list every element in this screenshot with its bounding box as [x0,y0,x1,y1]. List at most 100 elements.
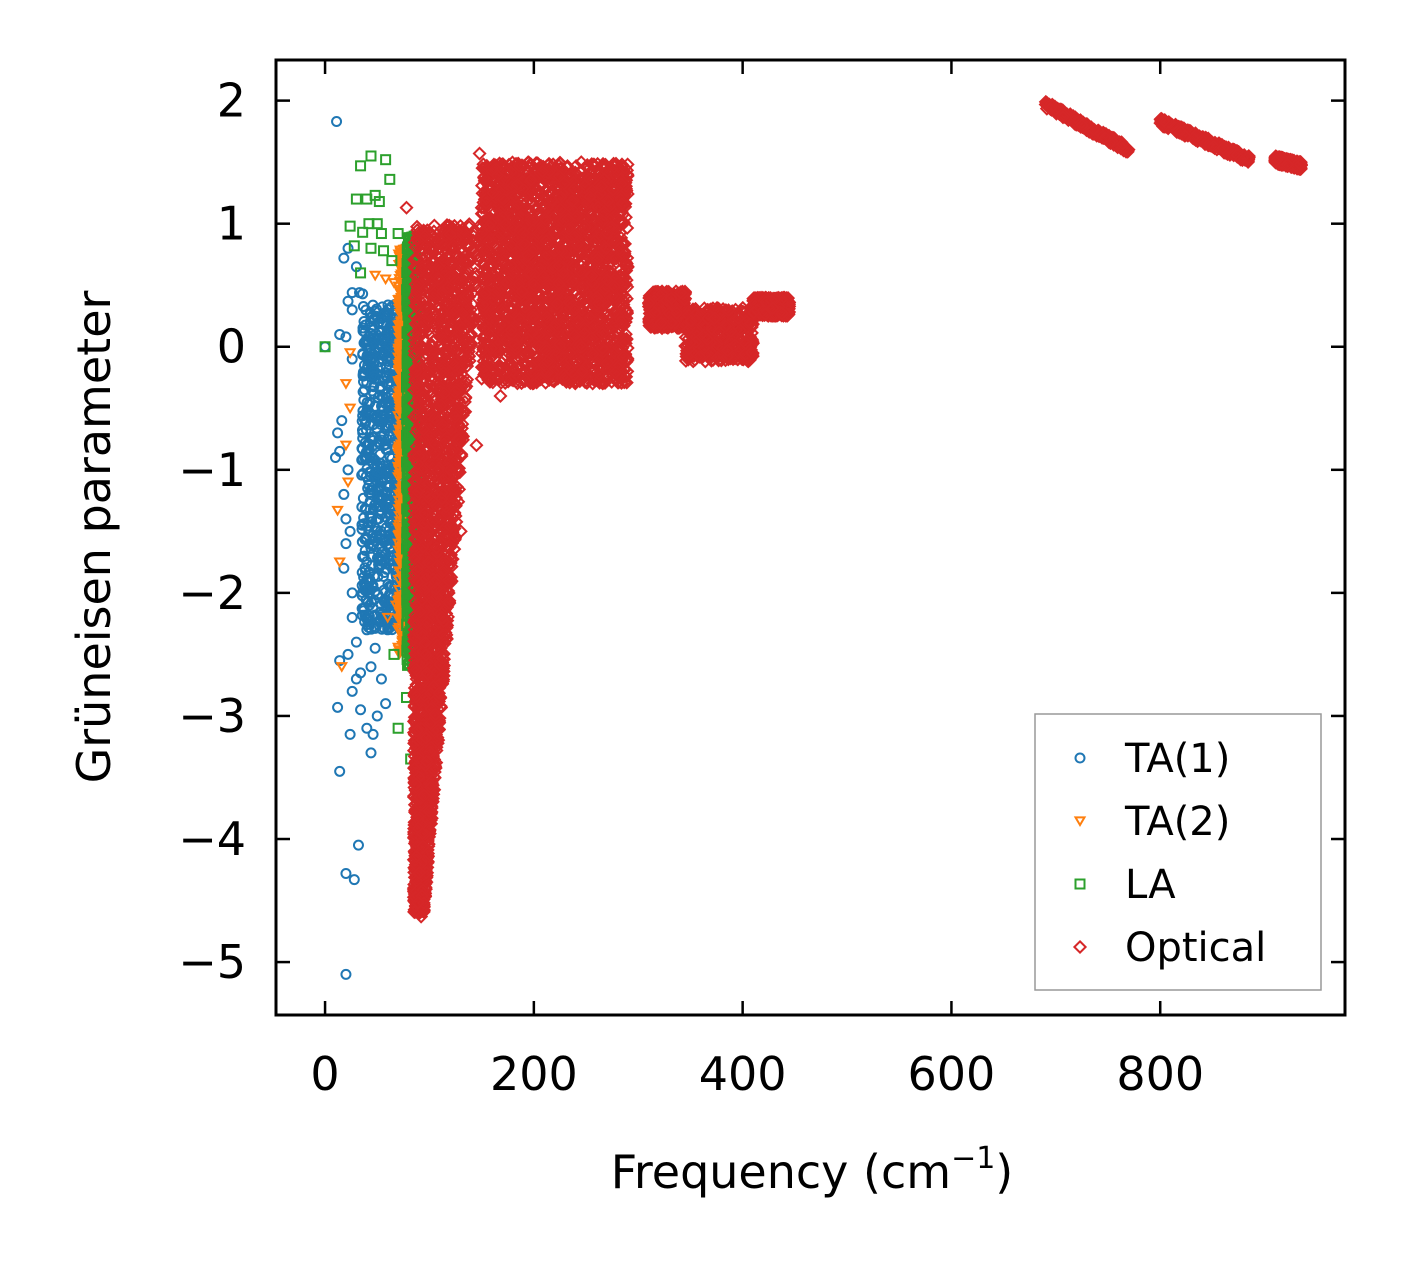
ta-1-point [361,624,373,636]
ta-1-point [363,599,375,611]
ta-1-point [344,728,356,740]
ta-1-point [378,595,390,607]
ta-1-point [363,487,375,499]
ta-1-point [346,287,358,299]
ta-1-point [359,562,371,574]
ta-1-point [375,508,387,520]
ta-1-point [356,519,368,531]
ta-1-point [376,623,388,635]
ta-1-point [346,587,358,599]
ta-1-point [377,474,389,486]
ta-1-point [382,624,394,636]
la-point [402,308,414,320]
ta-1-point [361,722,373,734]
la-point [355,267,367,279]
ta-1-point [359,503,371,515]
ta-2-point [392,538,405,550]
ta-2-point [381,612,394,624]
ta-1-point [357,468,369,480]
ta-1-point [334,655,346,667]
ta-2-point [392,424,406,436]
ta-1-point [350,636,362,648]
la-point [386,255,398,267]
ta-1-point [368,370,380,382]
ta-1-point [367,299,379,311]
ta-1-point [362,474,374,486]
la-point [365,150,377,162]
ta-1-point [374,561,386,573]
data-points [319,94,1309,980]
ta-1-point [342,464,354,476]
ta-1-point [340,538,352,550]
ta-1-point [334,765,346,777]
ta-1-point [368,388,380,400]
ta-1-point [382,310,394,322]
la-point [392,228,404,240]
ta-1-point [373,333,385,345]
ta-2-point [335,662,349,673]
ta-1-point [380,488,392,500]
la-point [388,648,400,660]
ta-1-point [340,513,352,525]
ta-1-point [331,116,343,128]
ta-2-point [389,600,403,612]
ta-1-point [356,424,368,436]
ta-1-point [370,328,382,340]
ta-1-point [342,242,354,254]
ta-1-point [363,574,375,586]
la-point [365,242,377,254]
ta-1-point [363,538,375,550]
ta-1-point [344,525,356,537]
ta-2-point [368,270,382,282]
la-point [373,196,385,208]
ta-1-point [362,618,374,630]
la-point [380,154,392,166]
la-point [350,193,362,205]
ta-1-point [361,396,373,408]
ta-1-point [338,252,350,264]
la-point [357,226,369,238]
ta-1-point [368,381,380,393]
la-point [402,591,414,603]
ta-1-point [340,331,352,343]
ta-1-point [365,747,377,759]
ta-1-point [373,326,385,338]
ta-1-point [338,488,350,500]
ta-1-point [371,422,383,434]
ta-1-point [374,448,386,460]
ta-1-point [377,392,389,404]
ta-1-point [363,444,375,456]
ta-2-point [343,348,357,359]
ta-1-point [332,427,344,439]
ta-1-point [378,345,390,357]
ta-1-point [350,673,362,685]
ta-1-point [340,968,352,980]
ta-1-point [319,341,331,353]
ta-2-point [343,403,357,415]
ta-2-point [392,448,405,460]
ta-1-point [342,295,354,307]
ta-1-point [364,503,376,515]
ta-1-point [380,698,392,710]
ta-1-point [375,673,387,685]
ta-1-point [376,434,388,446]
ta-2-point [379,274,392,286]
ta-1-point [372,589,384,601]
ta-1-point [384,588,396,600]
ta-1-point [373,531,385,543]
ta-1-point [355,704,367,716]
ta-1-point [334,328,346,340]
ta-1-point [348,874,360,886]
ta-1-point [361,352,373,364]
ta-1-point [361,447,373,459]
ta-1-point [352,839,364,851]
ta-1-point [357,288,369,300]
ta-1-point [382,578,394,590]
ta-1-point [359,326,371,338]
ta-1-point [346,685,358,697]
ta-1-point [330,452,342,464]
la-point [319,341,331,353]
optical-point [413,319,428,335]
ta-1-point [374,389,386,401]
ta-1-point [346,611,358,623]
